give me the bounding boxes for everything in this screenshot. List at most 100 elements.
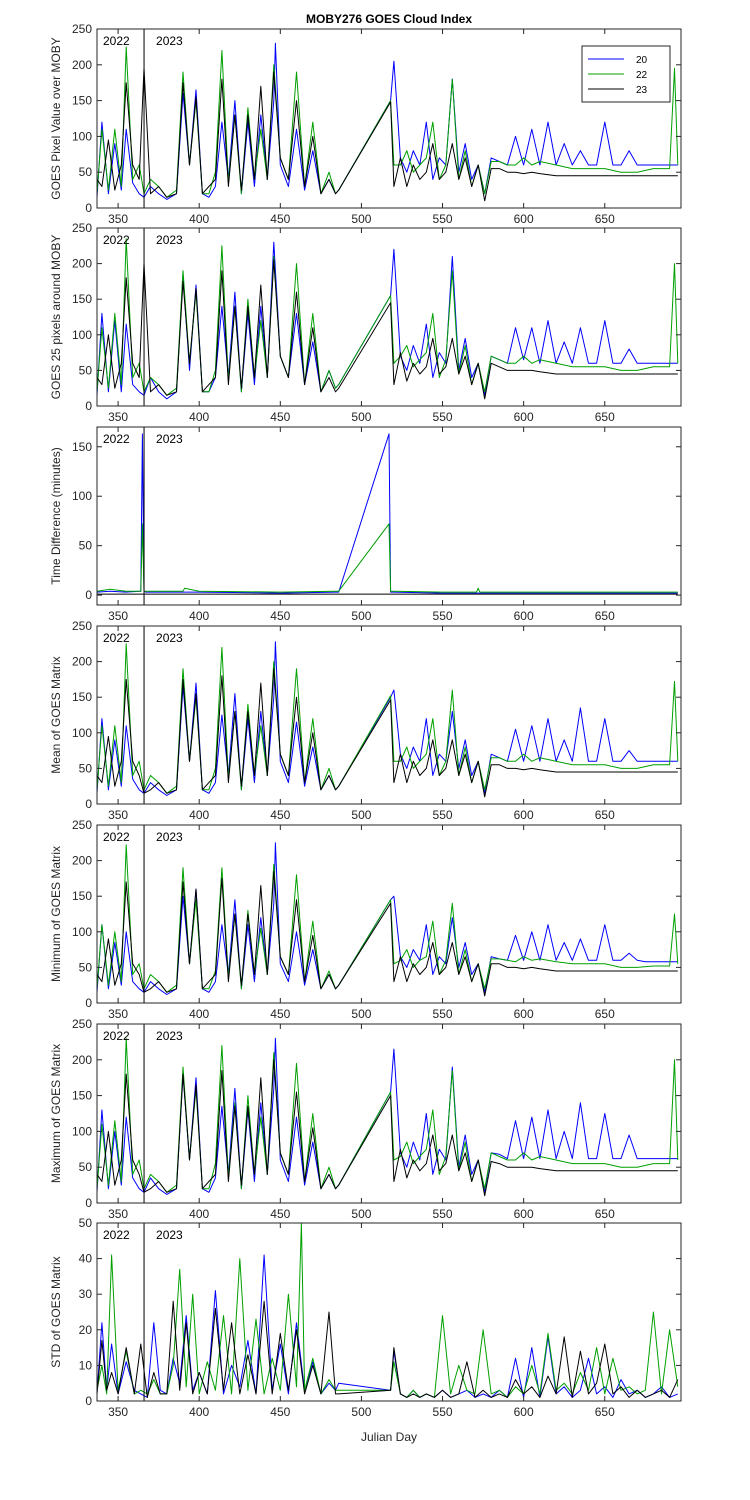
series-group bbox=[97, 238, 679, 400]
x-tick-label: 500 bbox=[351, 410, 371, 424]
y-tick-label: 30 bbox=[79, 1287, 93, 1301]
axes-box bbox=[96, 625, 682, 805]
series-group bbox=[97, 433, 678, 595]
y-tick-label: 50 bbox=[79, 1160, 93, 1174]
y-tick-label: 200 bbox=[72, 655, 92, 669]
x-tick-label: 350 bbox=[108, 410, 128, 424]
year-label-start: 2022 bbox=[103, 1029, 130, 1043]
axes-box bbox=[96, 28, 682, 209]
x-tick-label: 650 bbox=[595, 808, 615, 822]
series-line-20 bbox=[97, 42, 678, 200]
x-tick-label: 350 bbox=[108, 1007, 128, 1021]
x-tick-label: 350 bbox=[108, 609, 128, 623]
x-tick-label: 650 bbox=[595, 1207, 615, 1221]
x-tick-label: 550 bbox=[433, 808, 453, 822]
y-axis-label: Maximum of GOES Matrix bbox=[49, 1044, 63, 1183]
y-tick-label: 0 bbox=[85, 201, 92, 215]
y-tick-label: 100 bbox=[72, 129, 92, 143]
panel-6: 2022 2023 350 400 450 500 550 600 650 0 50 100 150 20… bbox=[49, 1017, 682, 1221]
axes-box bbox=[96, 227, 682, 407]
y-axis-label: GOES 25 pixels around MOBY bbox=[49, 235, 63, 400]
y-tick-label: 100 bbox=[72, 726, 92, 740]
x-tick-label: 450 bbox=[270, 212, 290, 226]
x-tick-label: 450 bbox=[270, 1405, 290, 1419]
y-axis-label: GOES Pixel Value over MOBY bbox=[49, 37, 63, 200]
y-tick-label: 150 bbox=[72, 292, 92, 306]
x-tick-label: 400 bbox=[189, 808, 209, 822]
year-label-start: 2022 bbox=[103, 34, 130, 48]
series-group bbox=[97, 641, 679, 798]
y-tick-label: 50 bbox=[79, 761, 93, 775]
x-tick-label: 600 bbox=[514, 1207, 534, 1221]
plot-area bbox=[97, 1024, 681, 1203]
series-group bbox=[97, 842, 679, 997]
y-tick-label: 150 bbox=[72, 440, 92, 454]
y-tick-label: 250 bbox=[72, 221, 92, 235]
x-tick-label: 350 bbox=[108, 212, 128, 226]
plot-area bbox=[97, 1223, 681, 1401]
x-tick-label: 400 bbox=[189, 410, 209, 424]
y-tick-label: 150 bbox=[72, 1089, 92, 1103]
x-tick-label: 350 bbox=[108, 1207, 128, 1221]
y-axis-label: Time Difference (minutes) bbox=[49, 447, 63, 584]
x-tick-label: 500 bbox=[351, 1207, 371, 1221]
y-tick-label: 10 bbox=[79, 1358, 93, 1372]
y-tick-label: 0 bbox=[85, 996, 92, 1010]
series-line-23 bbox=[97, 1059, 678, 1197]
panel-4: 2022 2023 350 400 450 500 550 600 650 0 50 100 150 20… bbox=[49, 619, 682, 822]
series-line-23 bbox=[97, 67, 678, 202]
x-tick-label: 450 bbox=[270, 808, 290, 822]
series-group bbox=[97, 42, 679, 202]
x-tick-label: 500 bbox=[351, 212, 371, 226]
x-tick-label: 500 bbox=[351, 808, 371, 822]
x-tick-label: 650 bbox=[595, 1405, 615, 1419]
y-tick-label: 200 bbox=[72, 1053, 92, 1067]
legend: 20 22 23 bbox=[581, 45, 671, 103]
x-tick-label: 500 bbox=[351, 1405, 371, 1419]
legend-label-20: 20 bbox=[636, 55, 648, 66]
y-tick-label: 150 bbox=[72, 889, 92, 903]
axes-box bbox=[96, 1023, 682, 1204]
y-tick-label: 50 bbox=[79, 539, 93, 553]
y-tick-label: 250 bbox=[72, 22, 92, 36]
x-tick-label: 600 bbox=[514, 410, 534, 424]
year-label-end: 2023 bbox=[156, 830, 183, 844]
x-tick-label: 450 bbox=[270, 1007, 290, 1021]
y-tick-label: 200 bbox=[72, 58, 92, 72]
x-tick-label: 450 bbox=[270, 1207, 290, 1221]
y-axis-label: Mean of GOES Matrix bbox=[49, 656, 63, 773]
x-tick-label: 550 bbox=[433, 410, 453, 424]
series-line-22 bbox=[97, 523, 678, 593]
x-tick-label: 450 bbox=[270, 609, 290, 623]
y-tick-label: 100 bbox=[72, 1124, 92, 1138]
series-line-20 bbox=[97, 842, 678, 995]
y-tick-label: 250 bbox=[72, 1017, 92, 1031]
year-label-end: 2023 bbox=[156, 1228, 183, 1242]
series-line-23 bbox=[97, 668, 678, 798]
year-label-start: 2022 bbox=[103, 432, 130, 446]
figure-title: MOBY276 GOES Cloud Index bbox=[306, 12, 472, 26]
x-tick-label: 600 bbox=[514, 609, 534, 623]
plot-area bbox=[97, 626, 681, 804]
x-tick-label: 650 bbox=[595, 410, 615, 424]
x-tick-label: 650 bbox=[595, 212, 615, 226]
panel-7: 2022 2023 350 400 450 500 550 600 650 0 10 20 30 40 50… bbox=[49, 1216, 682, 1419]
y-tick-label: 0 bbox=[85, 1196, 92, 1210]
x-tick-label: 500 bbox=[351, 1007, 371, 1021]
x-tick-label: 450 bbox=[270, 410, 290, 424]
x-tick-label: 650 bbox=[595, 609, 615, 623]
y-tick-label: 200 bbox=[72, 854, 92, 868]
series-line-23 bbox=[97, 870, 678, 997]
series-line-22 bbox=[97, 1223, 679, 1398]
y-tick-label: 20 bbox=[79, 1323, 93, 1337]
year-label-start: 2022 bbox=[103, 830, 130, 844]
y-tick-label: 40 bbox=[79, 1252, 93, 1266]
axes-box bbox=[96, 426, 682, 606]
year-label-end: 2023 bbox=[156, 34, 183, 48]
year-label-start: 2022 bbox=[103, 631, 130, 645]
x-tick-label: 600 bbox=[514, 1405, 534, 1419]
x-tick-label: 550 bbox=[433, 1007, 453, 1021]
y-tick-label: 100 bbox=[72, 328, 92, 342]
y-tick-label: 50 bbox=[79, 1216, 93, 1230]
